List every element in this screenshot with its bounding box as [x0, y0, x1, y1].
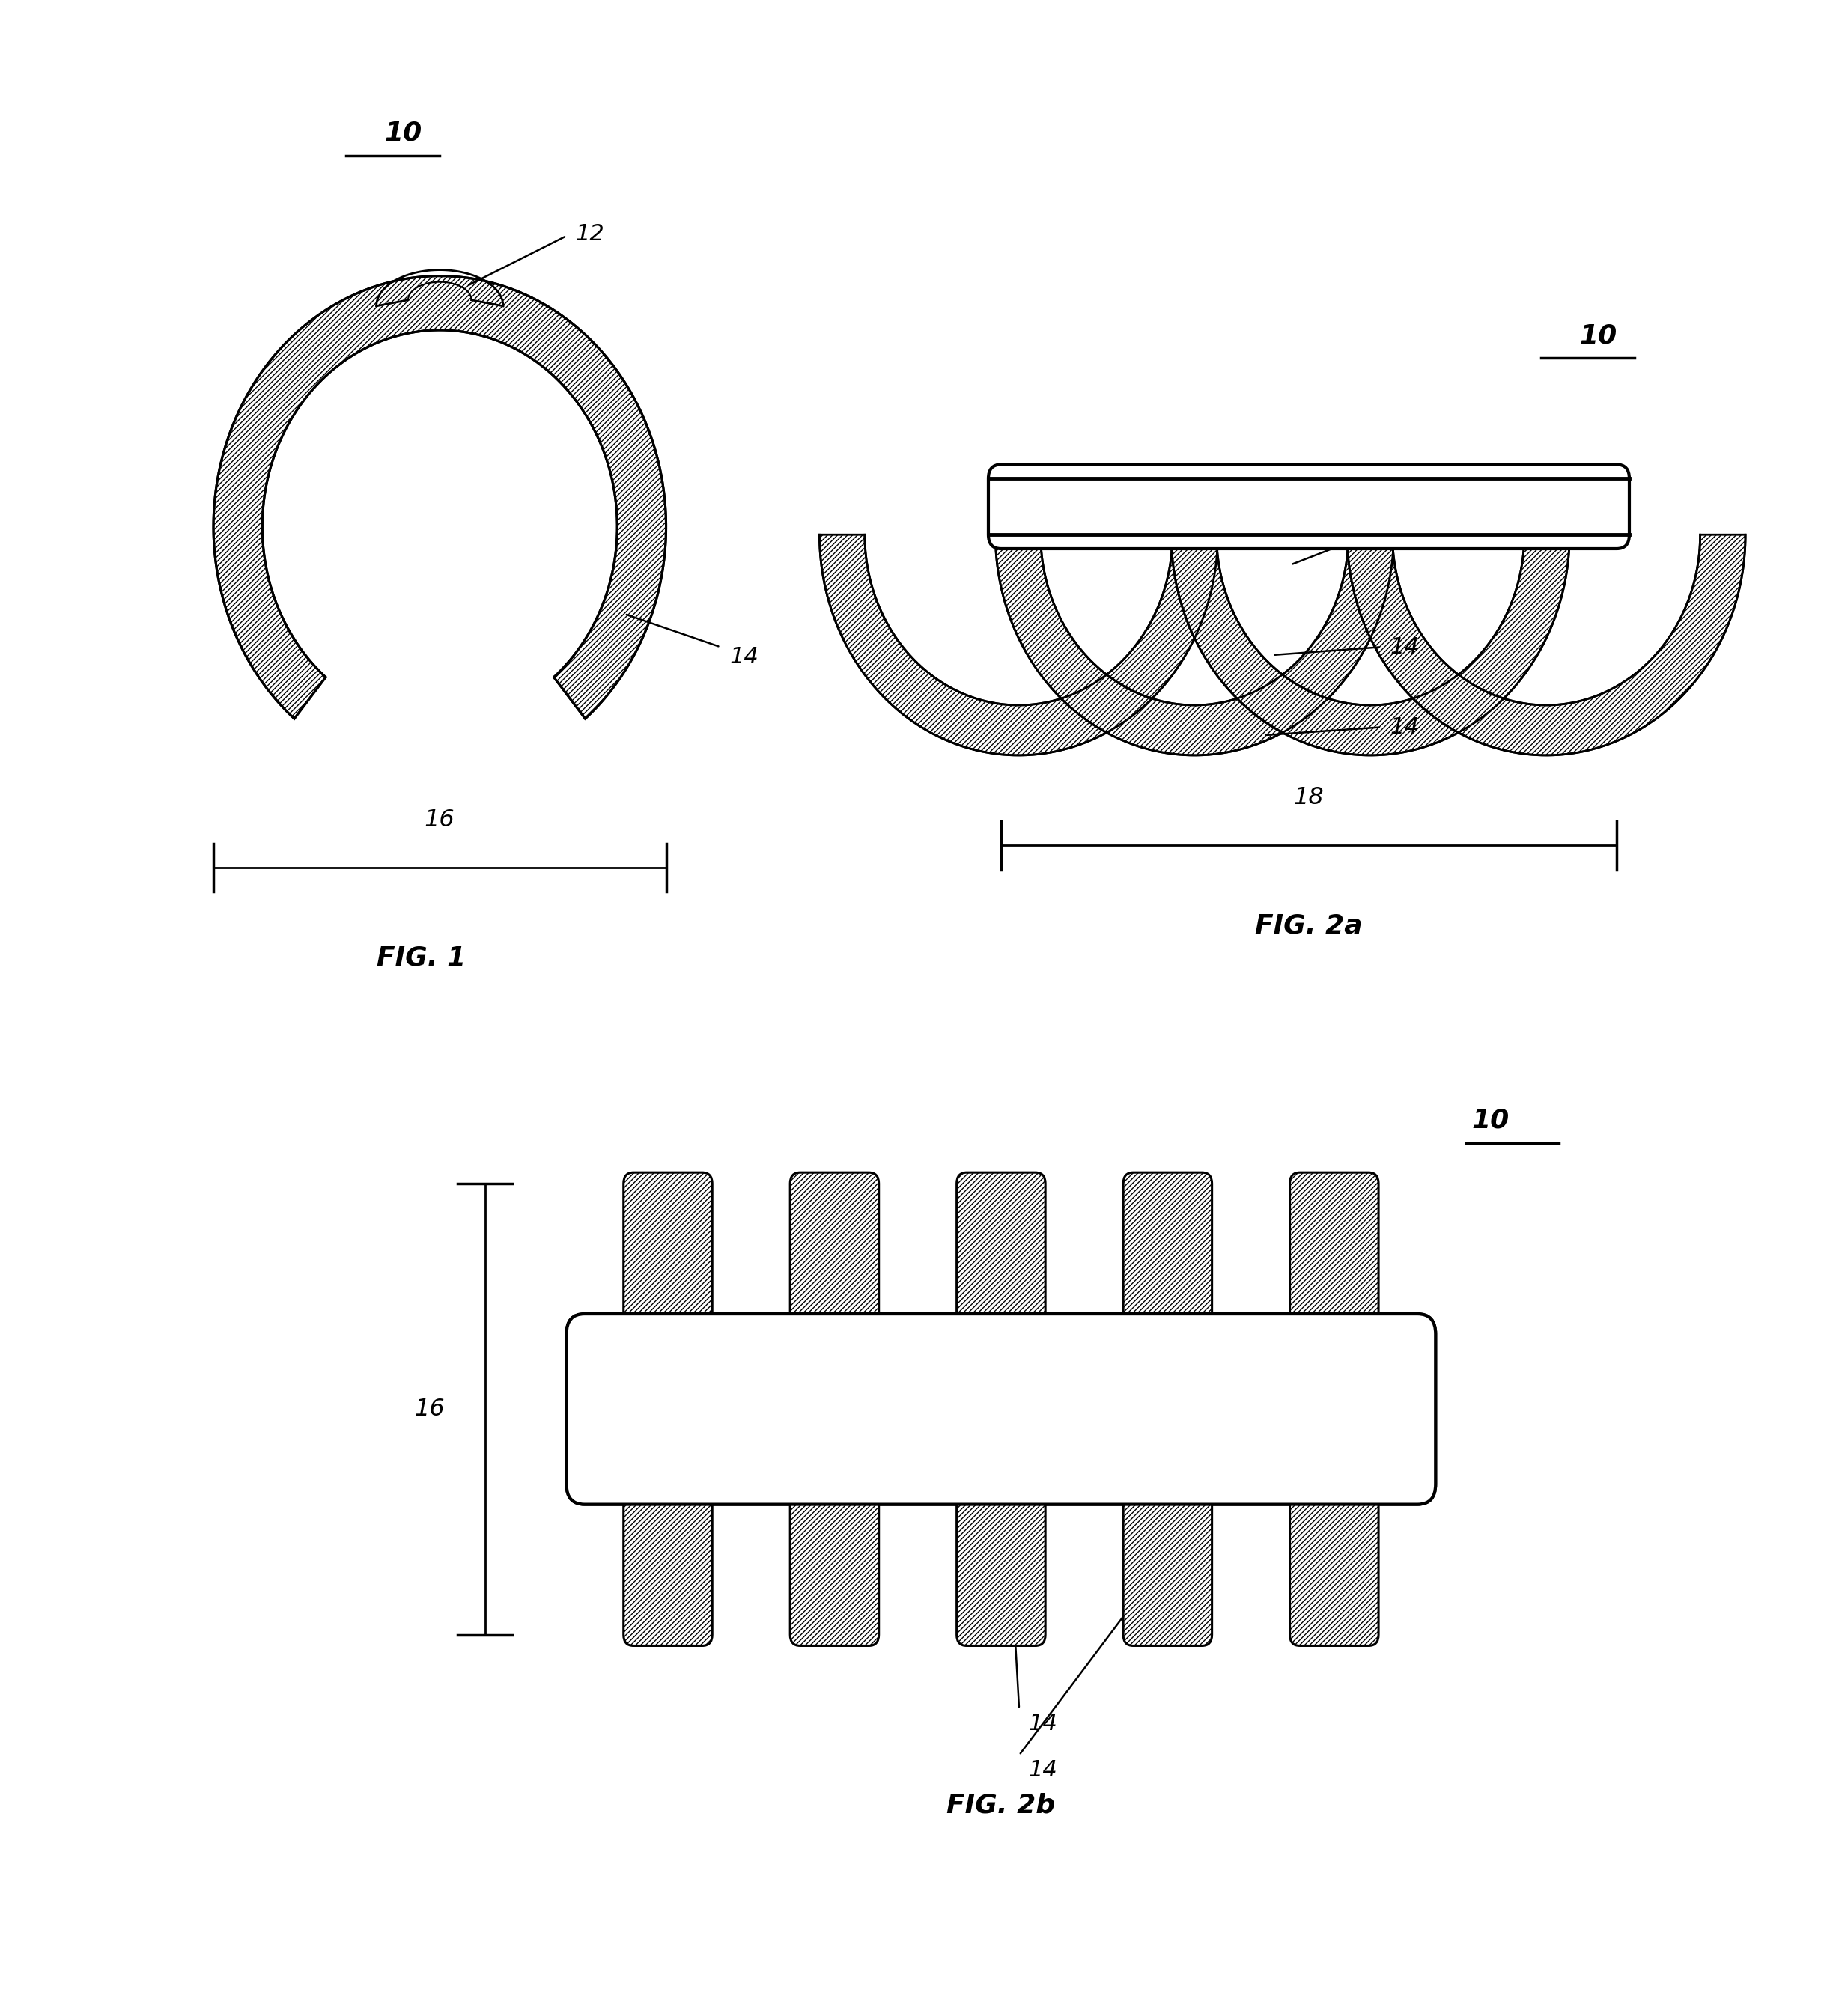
FancyBboxPatch shape [623, 1454, 712, 1645]
Polygon shape [819, 534, 1218, 756]
Text: 10: 10 [1579, 323, 1617, 349]
FancyBboxPatch shape [956, 1454, 1045, 1645]
Text: 14: 14 [1029, 1760, 1058, 1780]
Polygon shape [213, 276, 666, 718]
FancyBboxPatch shape [790, 1454, 880, 1645]
FancyBboxPatch shape [1124, 1454, 1213, 1645]
Text: 10: 10 [1471, 1109, 1510, 1133]
FancyBboxPatch shape [1124, 1173, 1213, 1365]
FancyBboxPatch shape [1289, 1454, 1378, 1645]
FancyBboxPatch shape [623, 1173, 712, 1365]
Polygon shape [1348, 534, 1746, 756]
Text: 12: 12 [1373, 526, 1400, 548]
FancyBboxPatch shape [956, 1173, 1045, 1365]
Text: 14: 14 [730, 647, 759, 667]
Text: 10: 10 [384, 121, 422, 145]
Text: FIG. 2a: FIG. 2a [1255, 913, 1362, 939]
Text: 16: 16 [415, 1397, 444, 1421]
Text: FIG. 1: FIG. 1 [377, 946, 466, 970]
Polygon shape [1171, 534, 1570, 756]
FancyBboxPatch shape [989, 464, 1630, 548]
FancyBboxPatch shape [566, 1314, 1435, 1504]
Text: 18: 18 [1293, 786, 1324, 810]
Polygon shape [996, 534, 1393, 756]
Text: 14: 14 [1389, 637, 1419, 657]
FancyBboxPatch shape [566, 1314, 1435, 1504]
Text: FIG. 2b: FIG. 2b [947, 1792, 1056, 1818]
Text: 16: 16 [424, 808, 455, 831]
Text: 12: 12 [575, 224, 605, 244]
Text: 14: 14 [1389, 716, 1419, 738]
FancyBboxPatch shape [790, 1173, 880, 1365]
FancyBboxPatch shape [1289, 1173, 1378, 1365]
Text: 14: 14 [1029, 1714, 1058, 1734]
